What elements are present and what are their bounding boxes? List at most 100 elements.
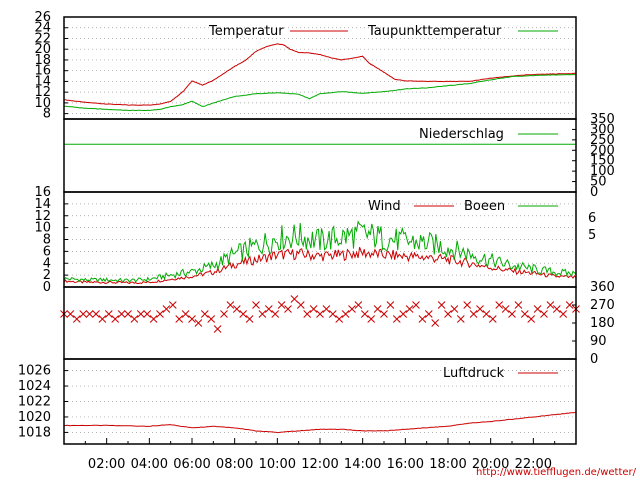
wind-direction-point — [527, 315, 536, 323]
wind-direction-point — [424, 310, 433, 318]
y-tick-label: 8 — [43, 233, 51, 248]
wind-direction-point — [258, 310, 267, 318]
y-tick-label: 1022 — [18, 395, 51, 410]
wind-direction-point — [520, 310, 529, 318]
wind-direction-point — [207, 315, 216, 323]
wind-direction-point — [213, 325, 222, 333]
x-tick-label: 12:00 — [301, 457, 338, 472]
y-tick-label: 16 — [34, 185, 51, 200]
y-tick-label: 0 — [43, 280, 51, 295]
y-tick-label: 350 — [590, 112, 615, 127]
x-tick-label: 22:00 — [515, 457, 552, 472]
wind-direction-point — [380, 310, 388, 318]
y-tick-label: 4 — [43, 256, 51, 271]
y-tick-label: 50 — [590, 175, 607, 190]
wind-direction-point — [264, 305, 273, 313]
series-line-temperature-0 — [63, 43, 577, 106]
wind-direction-point — [271, 310, 280, 318]
wind-direction-point — [245, 315, 254, 323]
wind-direction-point — [181, 310, 190, 318]
y-tick-label: 8 — [43, 107, 51, 122]
y-tick-label: 14 — [34, 197, 51, 212]
x-tick-label: 18:00 — [429, 457, 466, 472]
wind-direction-point — [412, 301, 420, 309]
y-tick-label: 0 — [590, 185, 598, 200]
wind-direction-point — [533, 305, 542, 313]
wind-direction-point — [130, 315, 139, 323]
legend-label: Wind — [368, 199, 401, 214]
x-tick-label: 20:00 — [472, 457, 509, 472]
wind-direction-point — [200, 310, 209, 318]
wind-direction-point — [168, 301, 177, 309]
wind-direction-point — [367, 315, 376, 323]
panel-frame-wind-direction — [63, 286, 577, 360]
wind-direction-point — [469, 310, 478, 318]
series-line-wind-0 — [63, 247, 577, 285]
wind-direction-point — [552, 305, 561, 313]
wind-direction-point — [386, 301, 395, 309]
wind-direction-point — [194, 319, 203, 327]
y-tick-label: 20 — [34, 42, 51, 57]
y-tick-label: 10 — [34, 221, 51, 236]
wind-direction-point — [303, 310, 312, 318]
x-tick-label: 14:00 — [344, 457, 381, 472]
wind-direction-point — [156, 310, 164, 318]
wind-direction-point — [341, 310, 350, 318]
x-tick-label: 16:00 — [387, 457, 424, 472]
wind-direction-point — [188, 315, 196, 323]
legend-label: Boeen — [464, 199, 505, 214]
wind-direction-point — [540, 310, 548, 318]
wind-direction-point — [392, 315, 401, 323]
y-tick-label: 150 — [590, 154, 615, 169]
y-tick-label: 14 — [34, 74, 51, 89]
wind-direction-point — [373, 305, 382, 313]
wind-direction-point — [143, 310, 152, 318]
wind-direction-point — [239, 310, 248, 318]
wind-direction-point — [252, 301, 260, 309]
wind-direction-point — [322, 305, 331, 313]
y2-tick-label: 5 — [588, 228, 596, 243]
wind-direction-point — [437, 301, 446, 309]
x-tick-label: 02:00 — [88, 457, 125, 472]
wind-direction-point — [354, 301, 363, 309]
wind-direction-point — [290, 295, 299, 303]
y-tick-label: 0 — [590, 352, 598, 367]
y-tick-label: 12 — [34, 209, 51, 224]
legend-label: Temperatur — [208, 24, 284, 39]
x-tick-label: 10:00 — [259, 457, 296, 472]
wind-direction-point — [514, 301, 523, 309]
y-tick-label: 16 — [34, 64, 51, 79]
wind-direction-point — [296, 301, 305, 309]
y-tick-label: 250 — [590, 133, 615, 148]
series-line-temperature-1 — [63, 73, 577, 112]
wind-direction-point — [175, 315, 184, 323]
y-tick-label: 300 — [590, 122, 615, 137]
wind-direction-point — [348, 305, 356, 313]
y-tick-label: 10 — [34, 96, 51, 111]
y-tick-label: 270 — [590, 298, 615, 313]
series-line-wind-1 — [63, 220, 577, 283]
y-tick-label: 18 — [34, 53, 51, 68]
wind-direction-point — [488, 315, 497, 323]
y-tick-label: 180 — [590, 316, 615, 331]
x-tick-label: 06:00 — [173, 457, 210, 472]
wind-direction-point — [98, 315, 107, 323]
wind-direction-point — [277, 301, 286, 309]
wind-direction-point — [450, 305, 459, 313]
y-tick-label: 200 — [590, 143, 615, 158]
y-tick-label: 1026 — [18, 364, 51, 379]
y-tick-label: 22 — [34, 31, 51, 46]
series-line-pressure-0 — [63, 411, 577, 434]
wind-direction-point — [104, 310, 113, 318]
wind-direction-point — [431, 319, 440, 327]
y-tick-label: 1024 — [18, 379, 51, 394]
wind-direction-point — [309, 305, 318, 313]
wind-direction-point — [508, 310, 516, 318]
y2-tick-label: 6 — [588, 211, 596, 226]
wind-direction-point — [360, 310, 369, 318]
x-tick-label: 04:00 — [131, 457, 168, 472]
y-tick-label: 1018 — [18, 425, 51, 440]
wind-direction-point — [476, 305, 484, 313]
wind-direction-point — [565, 301, 574, 309]
y-tick-label: 90 — [590, 334, 607, 349]
